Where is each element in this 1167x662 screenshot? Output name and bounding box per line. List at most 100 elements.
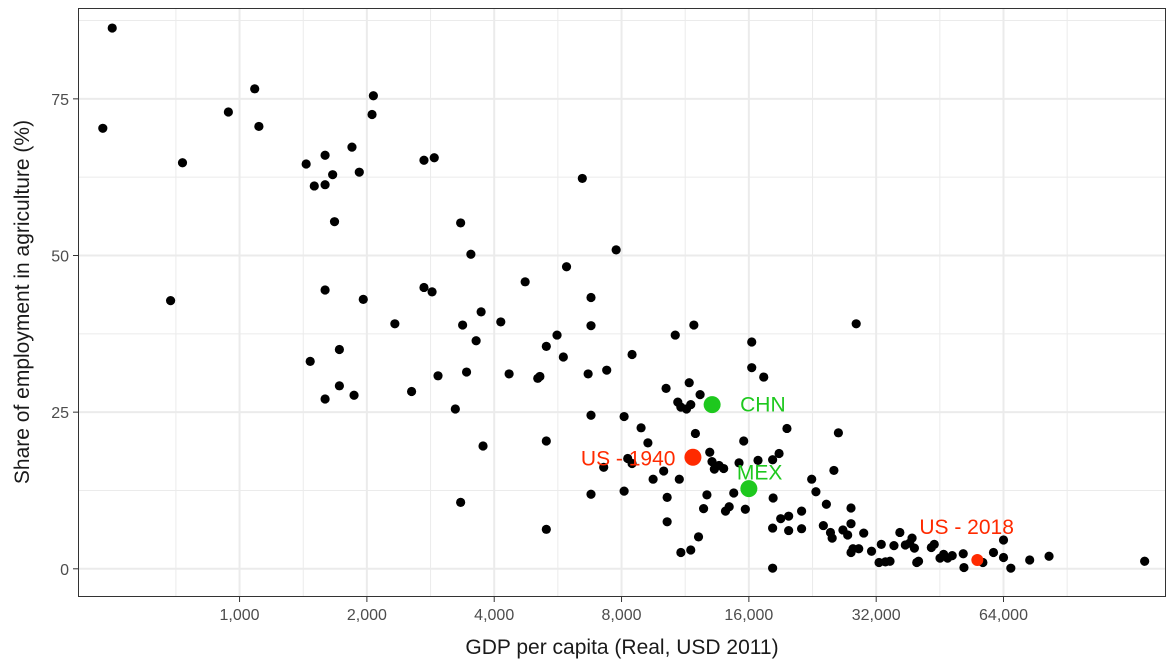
data-point: [724, 502, 734, 512]
data-point: [586, 410, 596, 420]
data-point: [429, 153, 439, 163]
data-point: [659, 466, 669, 476]
data-point: [998, 552, 1009, 563]
data-point: [577, 173, 587, 184]
data-point: [1044, 551, 1054, 561]
data-point: [552, 330, 562, 340]
data-point: [223, 107, 233, 117]
x-tick-label: 16,000: [724, 607, 773, 624]
data-point: [796, 506, 807, 516]
data-point: [334, 381, 344, 391]
data-point: [602, 365, 612, 375]
data-point: [349, 390, 359, 400]
data-point: [619, 411, 629, 422]
data-point: [776, 514, 786, 524]
data-point: [753, 455, 763, 466]
data-point: [662, 492, 672, 502]
data-point: [478, 441, 488, 451]
data-point: [406, 386, 417, 397]
y-tick-label: 25: [51, 405, 69, 422]
x-tick-label: 8,000: [602, 607, 642, 624]
data-point: [734, 458, 744, 468]
data-points: [98, 23, 1150, 573]
data-point: [561, 262, 572, 272]
data-point: [456, 218, 466, 228]
data-point: [907, 533, 917, 543]
data-point: [433, 371, 443, 381]
data-point: [885, 556, 895, 566]
data-point: [674, 474, 684, 484]
y-tick-label: 50: [51, 249, 69, 266]
data-point: [719, 463, 729, 474]
data-point: [768, 493, 778, 503]
data-point: [843, 530, 853, 540]
data-point: [698, 504, 709, 514]
highlight-point: [971, 554, 984, 567]
data-point: [854, 544, 864, 554]
data-point: [320, 285, 330, 295]
data-point: [846, 519, 856, 529]
data-point: [807, 474, 817, 484]
data-point: [636, 423, 646, 433]
data-point: [334, 344, 344, 355]
highlight-label: US - 1940: [581, 447, 676, 470]
y-tick-label: 75: [51, 92, 69, 109]
data-point: [450, 404, 460, 414]
data-point: [661, 383, 671, 393]
data-point: [818, 520, 828, 531]
data-point: [329, 217, 340, 227]
data-point: [1025, 555, 1035, 565]
data-point: [774, 448, 784, 459]
data-point: [866, 546, 877, 556]
data-point: [695, 390, 705, 400]
data-point: [456, 497, 466, 507]
data-point: [959, 562, 969, 573]
data-point: [347, 142, 357, 152]
data-point: [768, 455, 778, 465]
data-point: [368, 91, 378, 101]
data-point: [1140, 556, 1150, 566]
data-point: [320, 394, 330, 404]
data-point: [419, 282, 429, 293]
data-point: [859, 528, 869, 538]
data-point: [520, 277, 530, 287]
data-point: [876, 539, 886, 549]
data-point: [586, 321, 596, 331]
data-point: [583, 369, 593, 379]
data-point: [686, 545, 696, 555]
data-point: [476, 307, 486, 317]
x-tick-label: 1,000: [220, 607, 260, 624]
data-point: [541, 436, 551, 446]
data-point: [684, 378, 694, 388]
data-point: [1006, 563, 1016, 573]
data-point: [929, 539, 939, 549]
x-axis-title: GDP per capita (Real, USD 2011): [465, 636, 778, 659]
data-point: [643, 438, 653, 448]
data-point: [358, 294, 368, 304]
data-point: [320, 150, 330, 160]
data-point: [913, 556, 924, 566]
data-point: [390, 319, 400, 329]
highlight-point: [684, 448, 702, 466]
y-tick-label: 0: [60, 562, 69, 579]
data-point: [254, 121, 264, 132]
highlight-label: MEX: [737, 462, 783, 485]
data-point: [784, 525, 794, 536]
data-point: [627, 458, 637, 469]
data-point: [471, 336, 481, 346]
y-axis-title: Share of employment in agriculture (%): [11, 120, 34, 484]
data-point: [693, 532, 704, 542]
data-point: [811, 487, 821, 497]
x-tick-label: 2,000: [347, 607, 387, 624]
data-point: [782, 423, 792, 434]
data-point: [747, 363, 757, 373]
data-point: [707, 457, 717, 467]
data-point: [586, 489, 596, 499]
y-axis: 0 25 50 75: [51, 92, 78, 579]
data-point: [998, 535, 1009, 545]
data-point: [686, 400, 696, 410]
data-point: [909, 543, 920, 553]
data-point: [988, 547, 999, 558]
data-point: [690, 428, 701, 439]
data-point: [250, 84, 260, 94]
